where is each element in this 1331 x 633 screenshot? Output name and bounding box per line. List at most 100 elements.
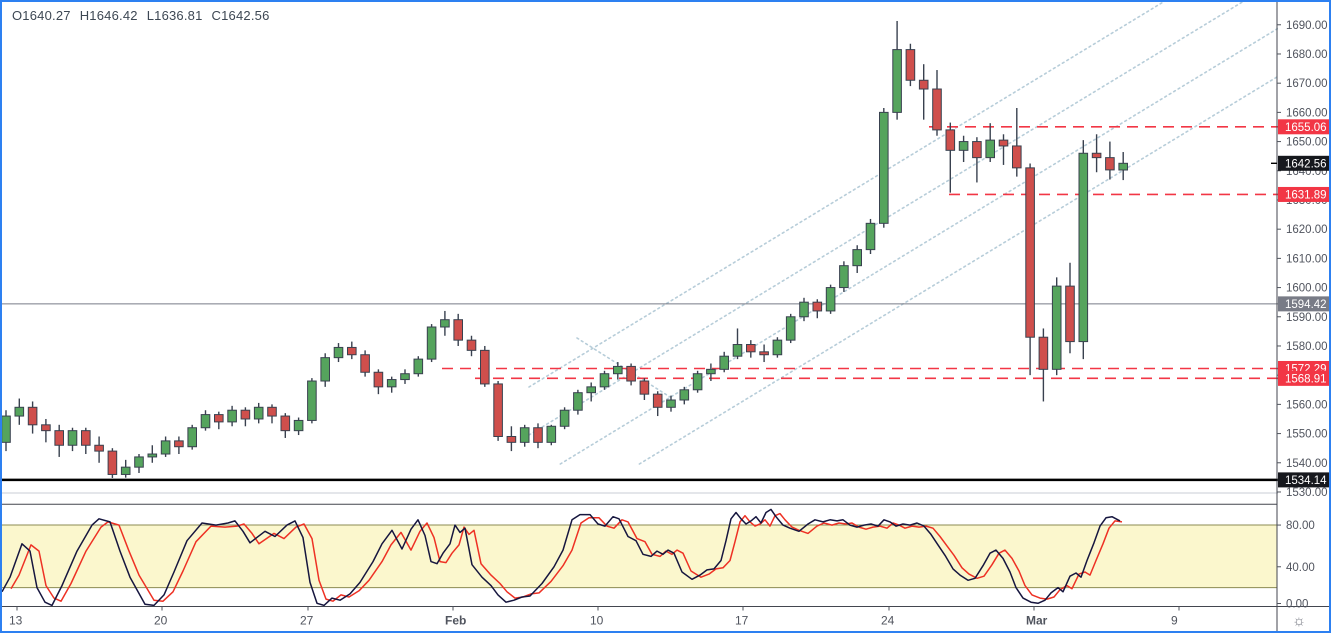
candle-up xyxy=(1118,162,1129,171)
candle-up xyxy=(147,453,158,458)
price-tick-label: 1580.00 xyxy=(1286,341,1328,353)
candle-down xyxy=(533,427,543,443)
candle-up xyxy=(386,379,397,388)
trend-channel-line-3[interactable] xyxy=(638,74,1280,465)
candle-down xyxy=(1025,167,1035,338)
candle-down xyxy=(932,88,942,131)
candle-down xyxy=(905,49,916,81)
candle-up xyxy=(985,139,996,159)
candle-up xyxy=(799,301,809,318)
price-badge-label: 1594.42 xyxy=(1285,299,1327,311)
candle-up xyxy=(613,365,623,375)
candle-down xyxy=(746,344,756,353)
price-tick-label: 1530.00 xyxy=(1286,487,1328,499)
stoch-k-line xyxy=(2,508,1121,607)
candle-down xyxy=(652,393,663,408)
candle-up xyxy=(413,358,424,375)
candle-down xyxy=(466,339,477,351)
candle-down xyxy=(347,346,357,356)
price-tick-label: 1610.00 xyxy=(1286,253,1328,265)
candle-down xyxy=(1065,285,1075,343)
price-badge-label: 1568.91 xyxy=(1285,374,1327,386)
candle-up xyxy=(253,406,264,420)
candle-up xyxy=(293,419,304,432)
price-badge-1568.91 xyxy=(1278,370,1329,386)
trend-channel-line-1[interactable] xyxy=(528,2,1249,436)
candle-up xyxy=(2,415,11,443)
price-badge-1594.42 xyxy=(1278,296,1329,312)
time-tick-label-10: 10 xyxy=(590,614,604,628)
candle-down xyxy=(972,141,982,159)
candle-up xyxy=(666,399,676,408)
candle-down xyxy=(480,349,490,385)
osc-tick-label: 40.00 xyxy=(1286,562,1315,574)
candle-up xyxy=(187,427,197,448)
price-badge-label: 1655.06 xyxy=(1285,122,1327,134)
candle-up xyxy=(67,430,78,446)
candle-down xyxy=(1091,152,1102,159)
candle-up xyxy=(120,466,131,475)
trend-channel-line-0[interactable] xyxy=(528,2,1170,388)
candle-down xyxy=(240,409,251,420)
price-tick-label: 1690.00 xyxy=(1286,20,1328,32)
candle-up xyxy=(852,249,863,267)
time-tick-label-13: 13 xyxy=(9,614,23,628)
time-tick-label-17: 17 xyxy=(735,614,749,628)
candle-up xyxy=(134,456,144,468)
price-badge-1631.89 xyxy=(1278,186,1329,202)
trend-channel-line-2[interactable] xyxy=(559,26,1280,465)
ohlc-open: O1640.27 xyxy=(12,8,71,23)
price-badge-label: 1631.89 xyxy=(1285,190,1327,202)
candle-up xyxy=(227,409,237,423)
time-tick-label-Feb: Feb xyxy=(445,614,466,628)
ohlc-high: H1646.42 xyxy=(79,8,138,23)
candle-up xyxy=(573,392,583,411)
price-tick-label: 1680.00 xyxy=(1286,49,1328,61)
candle-down xyxy=(41,424,51,432)
candle-up xyxy=(200,414,211,429)
candle-up xyxy=(519,427,530,443)
candle-up xyxy=(958,141,969,151)
candle-up xyxy=(679,389,690,401)
stoch-d-line xyxy=(10,512,1123,602)
price-badge-1534.14 xyxy=(1278,472,1329,488)
candle-down xyxy=(81,430,91,446)
candle-up xyxy=(732,344,743,357)
candle-down xyxy=(267,406,277,417)
osc-tick-label: 0.00 xyxy=(1286,599,1308,611)
time-tick-label-24: 24 xyxy=(881,614,895,628)
time-tick-label-27: 27 xyxy=(300,614,314,628)
candle-down xyxy=(1012,145,1022,169)
candle-down xyxy=(27,406,38,426)
candle-up xyxy=(879,111,889,224)
price-badge-1642.56 xyxy=(1278,155,1329,171)
price-badge-1655.06 xyxy=(1278,119,1329,135)
candle-up xyxy=(865,222,876,251)
candle-up xyxy=(307,380,317,421)
time-tick-label-9: 9 xyxy=(1171,614,1178,628)
candle-down xyxy=(453,319,463,341)
candle-up xyxy=(1078,152,1089,343)
ohlc-legend: O1640.27 H1646.42 L1636.81 C1642.56 xyxy=(12,8,279,23)
candle-up xyxy=(692,373,703,391)
candle-up xyxy=(586,386,597,394)
candle-down xyxy=(373,371,384,388)
price-badge-label: 1534.14 xyxy=(1285,475,1327,487)
price-tick-label: 1540.00 xyxy=(1286,458,1328,470)
ohlc-close: C1642.56 xyxy=(211,8,270,23)
candle-up xyxy=(719,355,730,370)
candle-up xyxy=(1051,285,1062,370)
price-tick-label: 1650.00 xyxy=(1286,137,1328,149)
candle-up xyxy=(825,287,836,312)
timezone-sun-icon[interactable]: ☼ xyxy=(1292,613,1306,630)
candle-down xyxy=(94,444,104,452)
candle-down xyxy=(1038,336,1049,370)
candle-down xyxy=(493,383,503,437)
candle-up xyxy=(160,440,171,455)
candle-down xyxy=(174,440,184,448)
candle-up xyxy=(14,406,25,417)
price-tick-label: 1560.00 xyxy=(1286,399,1328,411)
price-tick-label: 1600.00 xyxy=(1286,283,1328,295)
